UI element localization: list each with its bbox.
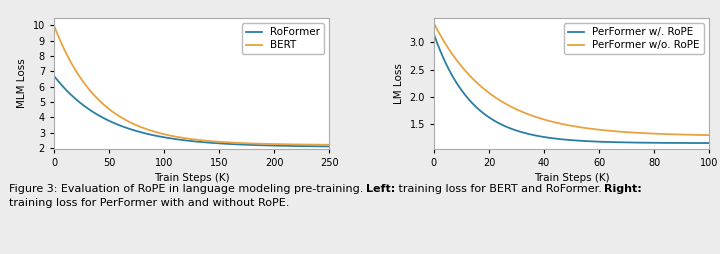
PerFormer w/. RoPE (670, 141, 678, 145)
RoFormer (325, 145, 333, 148)
Text: Right:: Right: (604, 184, 642, 194)
RoFormer (50, 74, 58, 77)
PerFormer w/o. RoPE (461, 69, 469, 72)
Y-axis label: LM Loss: LM Loss (394, 63, 404, 104)
PerFormer w/. RoPE (699, 141, 708, 145)
PerFormer w/o. RoPE (670, 133, 678, 136)
PerFormer w/. RoPE (535, 135, 544, 138)
Text: Left:: Left: (366, 184, 395, 194)
PerFormer w/o. RoPE (699, 134, 708, 137)
Line: PerFormer w/o. RoPE: PerFormer w/o. RoPE (434, 23, 709, 135)
BERT (320, 143, 328, 146)
RoFormer (97, 116, 106, 119)
Text: training loss for BERT and RoFormer.: training loss for BERT and RoFormer. (395, 184, 604, 194)
PerFormer w/. RoPE (430, 33, 438, 36)
PerFormer w/o. RoPE (477, 85, 486, 88)
Text: Figure 3: Evaluation of RoPE in language modeling pre-training.: Figure 3: Evaluation of RoPE in language… (9, 184, 366, 194)
RoFormer (81, 105, 90, 108)
Y-axis label: MLM Loss: MLM Loss (17, 58, 27, 108)
RoFormer (167, 137, 176, 140)
Legend: PerFormer w/. RoPE, PerFormer w/o. RoPE: PerFormer w/. RoPE, PerFormer w/o. RoPE (564, 23, 704, 54)
PerFormer w/o. RoPE (547, 120, 556, 123)
PerFormer w/o. RoPE (430, 22, 438, 25)
X-axis label: Train Steps (K): Train Steps (K) (154, 173, 230, 183)
Line: BERT: BERT (54, 25, 329, 145)
PerFormer w/. RoPE (461, 94, 469, 97)
Text: training loss for PerFormer with and without RoPE.: training loss for PerFormer with and wit… (9, 198, 289, 208)
PerFormer w/o. RoPE (535, 117, 544, 120)
Legend: RoFormer, BERT: RoFormer, BERT (242, 23, 324, 54)
BERT (325, 143, 333, 146)
PerFormer w/. RoPE (477, 110, 486, 113)
RoFormer (320, 145, 328, 148)
PerFormer w/. RoPE (705, 141, 714, 145)
PerFormer w/. RoPE (547, 137, 556, 140)
RoFormer (290, 145, 299, 148)
BERT (290, 143, 299, 146)
X-axis label: Train Steps (K): Train Steps (K) (534, 173, 609, 183)
Line: PerFormer w/. RoPE: PerFormer w/. RoPE (434, 34, 709, 143)
BERT (81, 83, 90, 86)
BERT (50, 24, 58, 27)
BERT (167, 134, 176, 137)
Line: RoFormer: RoFormer (54, 76, 329, 146)
BERT (97, 101, 106, 104)
PerFormer w/o. RoPE (705, 134, 714, 137)
BERT (156, 132, 164, 135)
RoFormer (156, 135, 164, 138)
